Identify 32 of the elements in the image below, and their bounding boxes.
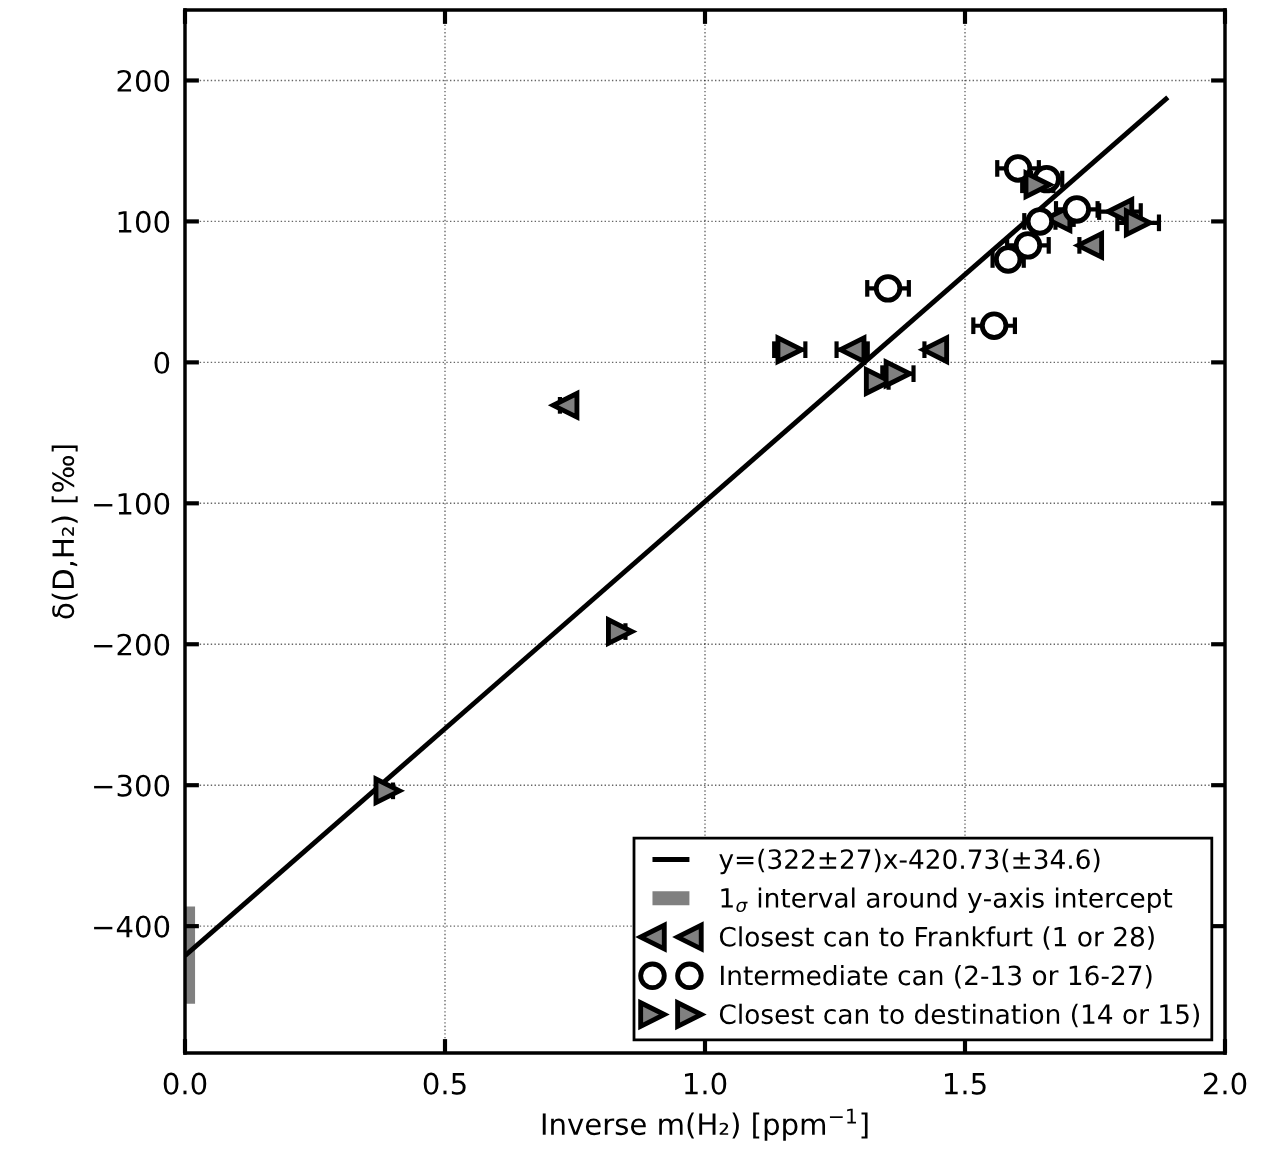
point xyxy=(1013,231,1043,260)
point xyxy=(837,335,867,364)
y-tick-label: 100 xyxy=(118,210,170,233)
legend-label: 1$_{σ}$ interval around y-axis intercept xyxy=(721,887,1173,913)
point xyxy=(1062,195,1092,224)
legend-label: Intermediate can (2-13 or 16-27) xyxy=(721,964,1152,989)
y-tick-label: −100 xyxy=(94,492,170,515)
point xyxy=(979,311,1009,340)
point xyxy=(1003,154,1033,183)
point xyxy=(873,274,903,303)
y-axis-title: δ(D,H₂) [‰] xyxy=(51,445,78,619)
y-tick-label: 0 xyxy=(154,351,170,374)
legend-label: Closest can to destination (14 or 15) xyxy=(719,1003,1199,1028)
point xyxy=(883,359,913,388)
x-tick-label: 1.0 xyxy=(685,1072,727,1095)
point xyxy=(1123,208,1153,238)
y-tick-label: −300 xyxy=(94,774,170,797)
y-tick-label: −400 xyxy=(94,915,170,938)
x-tick-label: 2.0 xyxy=(1203,1072,1247,1095)
point xyxy=(775,335,804,364)
point xyxy=(993,245,1023,274)
x-tick-label: 0.0 xyxy=(163,1072,207,1095)
x-axis-title: Inverse m(H₂) [ppm$^{−1}$] xyxy=(542,1108,868,1141)
legend-label: Closest can to Frankfurt (1 or 28) xyxy=(719,926,1154,950)
point xyxy=(373,775,405,807)
point xyxy=(1023,169,1055,201)
legend-label: y=(322±27)x-420.73(±34.6) xyxy=(719,848,1100,875)
y-tick-label: 200 xyxy=(117,69,170,92)
x-tick-label: 1.5 xyxy=(945,1073,986,1095)
point xyxy=(548,389,580,421)
x-tick-label: 0.5 xyxy=(423,1072,466,1095)
y-tick-label: −200 xyxy=(94,633,170,656)
